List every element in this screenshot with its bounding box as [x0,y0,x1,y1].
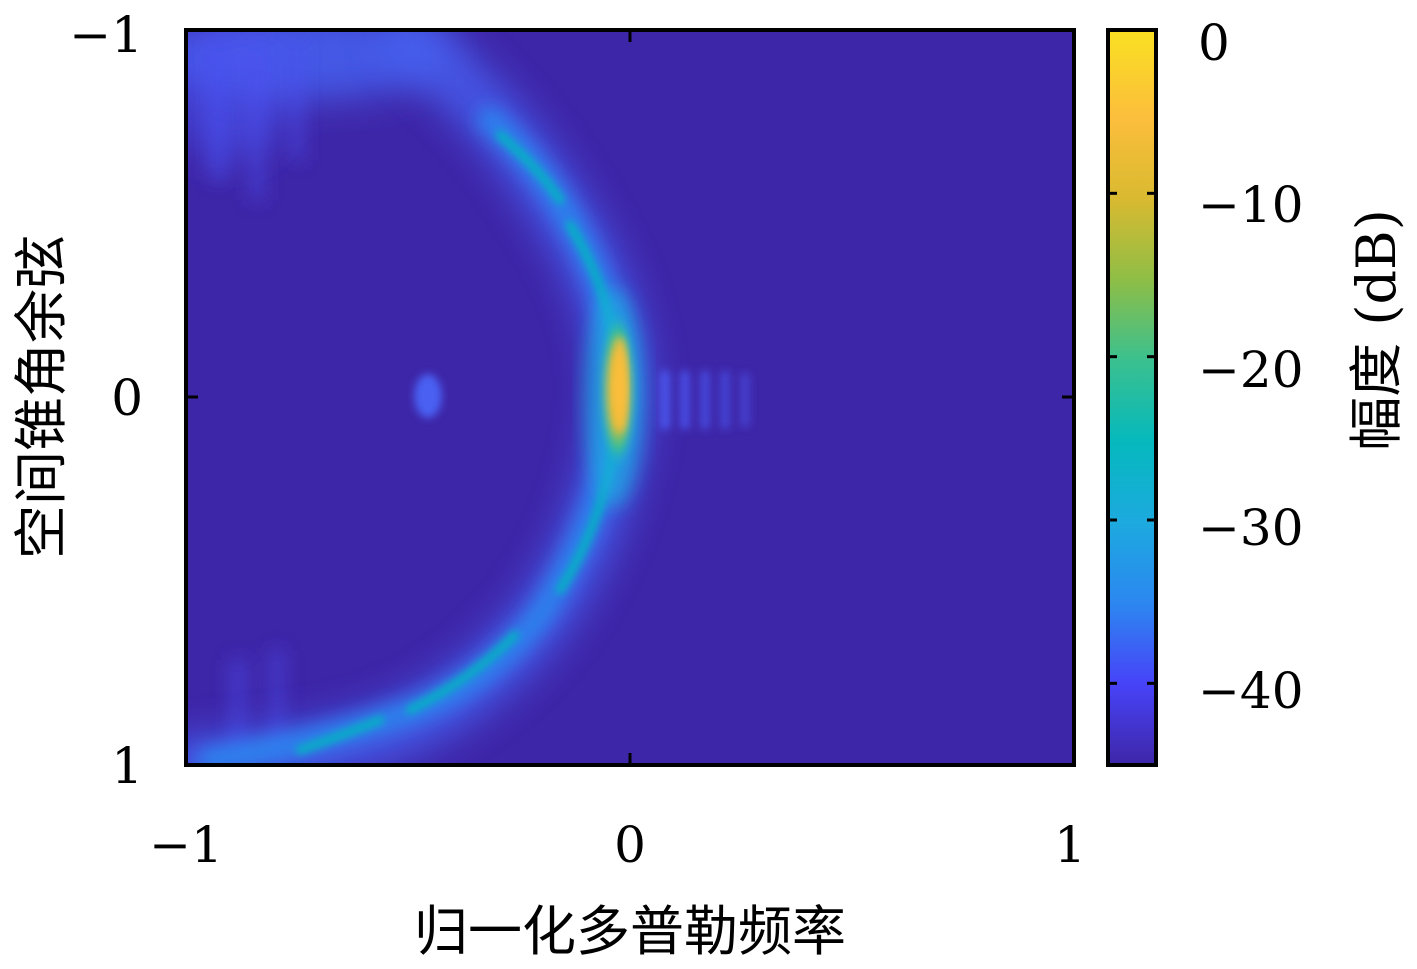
x-tick-label-neg1: −1 [149,816,223,874]
y-tick-label-0: 0 [111,369,143,427]
colorbar-tick-label-0: 0 [1198,14,1230,72]
sidelobe-stripes [660,370,750,430]
colorbar-tick-label-neg20: −20 [1198,341,1304,399]
main-peak-core [613,337,627,433]
colorbar-tick-label-neg10: −10 [1198,176,1304,234]
y-tick-label-1: 1 [111,737,143,795]
colorbar-tick-marks [1108,28,1156,685]
y-axis-label: 空间锥角余弦 [10,235,73,559]
colorbar-label: 幅度 (dB) [1345,209,1408,451]
weak-target [414,374,442,418]
x-tick-label-0: 0 [614,816,646,874]
x-axis-label: 归一化多普勒频率 [414,900,846,963]
colorbar-tick-label-neg30: −30 [1198,499,1304,557]
colorbar [1106,28,1158,767]
colorbar-tick-label-neg40: −40 [1198,662,1304,720]
heatmap-image [186,30,1074,765]
y-tick-label-neg1: −1 [69,6,143,64]
x-tick-label-1: 1 [1054,816,1086,874]
